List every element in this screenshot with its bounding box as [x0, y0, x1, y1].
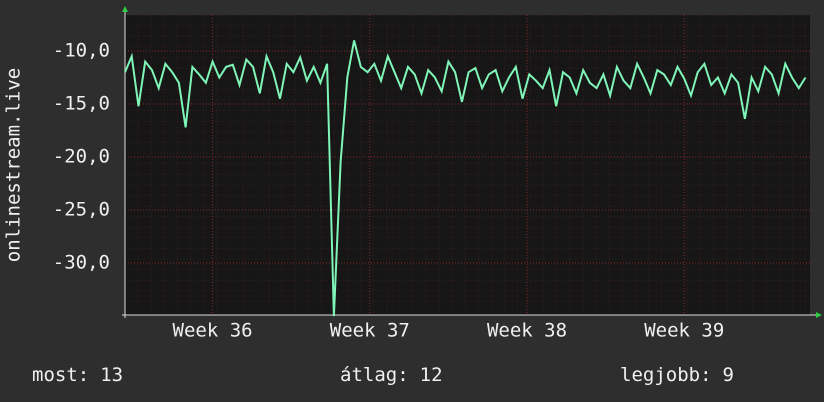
x-tick-label: Week 39	[644, 320, 724, 342]
footer-value: 13	[100, 364, 123, 386]
footer-value: 12	[420, 364, 443, 386]
y-tick-label: -15,0	[53, 93, 110, 115]
footer-stat: most: 13	[32, 364, 123, 386]
footer-label: most:	[32, 364, 89, 386]
y-tick-label: -10,0	[53, 40, 110, 62]
footer-stat: átlag: 12	[340, 364, 443, 386]
footer-label: átlag:	[340, 364, 409, 386]
minor-grid	[125, 15, 810, 315]
x-tick-label: Week 37	[330, 320, 410, 342]
x-tick-label: Week 36	[173, 320, 253, 342]
line-series	[124, 40, 807, 317]
footer-stat: legjobb: 9	[620, 364, 734, 386]
y-axis-label: onlinestream.live	[3, 68, 25, 262]
footer-label: legjobb:	[620, 364, 712, 386]
y-tick-label: -25,0	[53, 199, 110, 221]
y-tick-label: -30,0	[53, 252, 110, 274]
y-tick-label: -20,0	[53, 146, 110, 168]
x-tick-label: Week 38	[487, 320, 567, 342]
footer-value: 9	[723, 364, 734, 386]
